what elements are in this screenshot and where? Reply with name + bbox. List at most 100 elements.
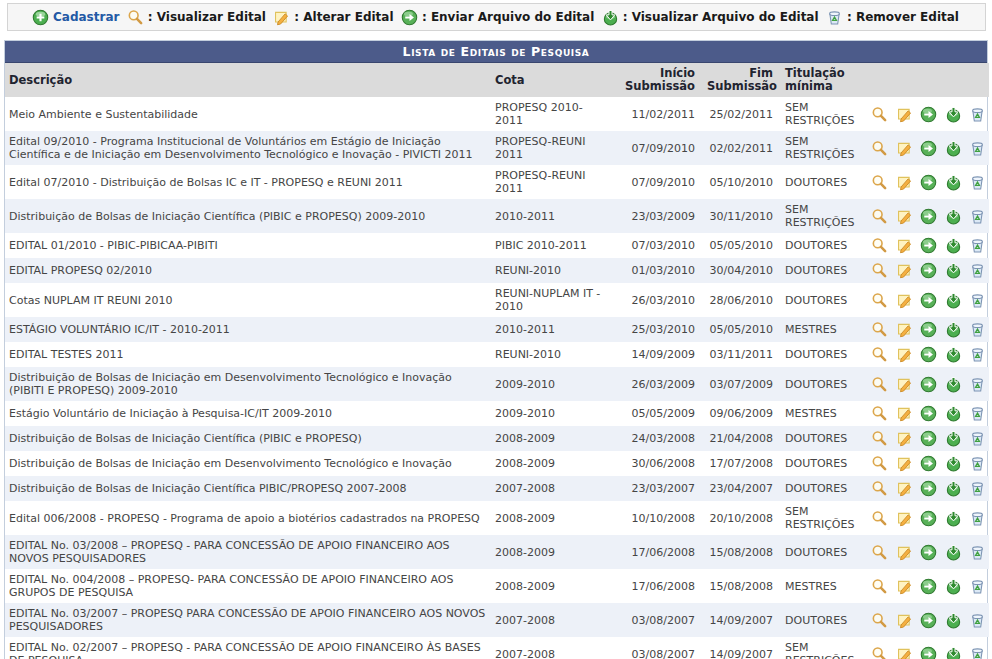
alterar-edital-icon[interactable] [896, 405, 913, 422]
remover-edital-icon[interactable] [969, 346, 986, 363]
visualizar-edital-icon[interactable] [871, 405, 888, 422]
remover-edital-icon[interactable] [969, 455, 986, 472]
visualizar-edital-icon[interactable] [871, 612, 888, 629]
visualizar-arquivo-edital-icon[interactable] [945, 262, 962, 279]
alterar-edital-icon[interactable] [896, 430, 913, 447]
alterar-edital-icon[interactable] [896, 106, 913, 123]
remover-edital-icon[interactable] [969, 292, 986, 309]
visualizar-edital-icon[interactable] [871, 346, 888, 363]
visualizar-edital-icon[interactable] [871, 262, 888, 279]
enviar-arquivo-edital-icon[interactable] [920, 262, 937, 279]
visualizar-edital-icon[interactable] [871, 208, 888, 225]
visualizar-edital-icon[interactable] [871, 321, 888, 338]
visualizar-arquivo-edital-icon[interactable] [945, 480, 962, 497]
enviar-arquivo-edital-icon[interactable] [920, 405, 937, 422]
edital-cota: 2008-2009 [491, 569, 613, 603]
enviar-arquivo-edital-icon[interactable] [920, 376, 937, 393]
visualizar-arquivo-edital-icon[interactable] [945, 237, 962, 254]
remover-edital-icon[interactable] [969, 174, 986, 191]
alterar-edital-icon[interactable] [896, 321, 913, 338]
remover-edital-icon[interactable] [969, 405, 986, 422]
edital-row: Cotas NUPLAM IT REUNI 2010 REUNI-NUPLAM … [5, 283, 989, 317]
enviar-arquivo-edital-icon[interactable] [920, 646, 937, 659]
alterar-edital-icon[interactable] [896, 510, 913, 527]
remover-edital-icon[interactable] [969, 646, 986, 659]
visualizar-edital-icon[interactable] [871, 480, 888, 497]
enviar-arquivo-edital-icon[interactable] [920, 480, 937, 497]
enviar-arquivo-edital-icon[interactable] [920, 544, 937, 561]
visualizar-edital-icon[interactable] [871, 646, 888, 659]
remover-edital-icon[interactable] [969, 208, 986, 225]
visualizar-arquivo-edital-icon[interactable] [945, 106, 962, 123]
visualizar-arquivo-edital-icon[interactable] [945, 346, 962, 363]
remover-edital-icon[interactable] [969, 578, 986, 595]
visualizar-arquivo-edital-icon[interactable] [945, 612, 962, 629]
cadastrar-button[interactable]: Cadastrar [32, 9, 119, 26]
alterar-edital-icon[interactable] [896, 376, 913, 393]
alterar-edital-icon[interactable] [896, 292, 913, 309]
visualizar-arquivo-edital-icon[interactable] [945, 292, 962, 309]
visualizar-edital-icon[interactable] [871, 106, 888, 123]
visualizar-edital-icon[interactable] [871, 578, 888, 595]
alterar-edital-icon[interactable] [896, 480, 913, 497]
enviar-arquivo-edital-icon[interactable] [920, 430, 937, 447]
enviar-arquivo-edital-icon[interactable] [920, 208, 937, 225]
alterar-edital-icon[interactable] [896, 237, 913, 254]
visualizar-arquivo-edital-icon[interactable] [945, 376, 962, 393]
alterar-edital-icon[interactable] [896, 646, 913, 659]
visualizar-arquivo-edital-icon[interactable] [945, 544, 962, 561]
remover-edital-icon[interactable] [969, 612, 986, 629]
edital-cota: 2010-2011 [491, 199, 613, 233]
alterar-edital-icon[interactable] [896, 612, 913, 629]
remover-edital-icon[interactable] [969, 376, 986, 393]
visualizar-edital-icon[interactable] [871, 174, 888, 191]
visualizar-arquivo-edital-icon[interactable] [945, 405, 962, 422]
alterar-edital-icon[interactable] [896, 346, 913, 363]
enviar-arquivo-edital-icon[interactable] [920, 292, 937, 309]
enviar-arquivo-edital-icon[interactable] [920, 321, 937, 338]
alterar-edital-icon[interactable] [896, 208, 913, 225]
visualizar-arquivo-edital-icon[interactable] [945, 578, 962, 595]
visualizar-edital-icon[interactable] [871, 544, 888, 561]
alterar-edital-icon[interactable] [896, 455, 913, 472]
alterar-edital-icon[interactable] [896, 174, 913, 191]
remover-edital-icon[interactable] [969, 237, 986, 254]
edital-titulacao-minima: DOUTORES [781, 603, 863, 637]
visualizar-edital-icon[interactable] [871, 455, 888, 472]
remover-edital-icon[interactable] [969, 262, 986, 279]
visualizar-edital-icon[interactable] [871, 376, 888, 393]
visualizar-arquivo-edital-icon[interactable] [945, 174, 962, 191]
remover-edital-icon[interactable] [969, 106, 986, 123]
visualizar-edital-icon[interactable] [871, 292, 888, 309]
enviar-arquivo-edital-icon[interactable] [920, 237, 937, 254]
enviar-arquivo-edital-icon[interactable] [920, 174, 937, 191]
alterar-edital-icon[interactable] [896, 262, 913, 279]
remover-edital-icon[interactable] [969, 480, 986, 497]
visualizar-arquivo-edital-icon[interactable] [945, 455, 962, 472]
alterar-edital-icon[interactable] [896, 544, 913, 561]
visualizar-arquivo-edital-icon[interactable] [945, 646, 962, 659]
visualizar-arquivo-edital-icon[interactable] [945, 430, 962, 447]
enviar-arquivo-edital-icon[interactable] [920, 140, 937, 157]
enviar-arquivo-edital-icon[interactable] [920, 612, 937, 629]
remover-edital-icon[interactable] [969, 140, 986, 157]
visualizar-arquivo-edital-icon[interactable] [945, 510, 962, 527]
visualizar-edital-icon[interactable] [871, 237, 888, 254]
visualizar-arquivo-edital-icon[interactable] [945, 321, 962, 338]
enviar-arquivo-edital-icon[interactable] [920, 510, 937, 527]
visualizar-edital-icon[interactable] [871, 510, 888, 527]
visualizar-arquivo-edital-icon[interactable] [945, 208, 962, 225]
visualizar-arquivo-edital-icon[interactable] [945, 140, 962, 157]
enviar-arquivo-edital-icon[interactable] [920, 106, 937, 123]
enviar-arquivo-edital-icon[interactable] [920, 578, 937, 595]
enviar-arquivo-edital-icon[interactable] [920, 346, 937, 363]
visualizar-edital-icon[interactable] [871, 430, 888, 447]
visualizar-edital-icon[interactable] [871, 140, 888, 157]
alterar-edital-icon[interactable] [896, 140, 913, 157]
remover-edital-icon[interactable] [969, 321, 986, 338]
remover-edital-icon[interactable] [969, 430, 986, 447]
alterar-edital-icon[interactable] [896, 578, 913, 595]
remover-edital-icon[interactable] [969, 510, 986, 527]
enviar-arquivo-edital-icon[interactable] [920, 455, 937, 472]
remover-edital-icon[interactable] [969, 544, 986, 561]
